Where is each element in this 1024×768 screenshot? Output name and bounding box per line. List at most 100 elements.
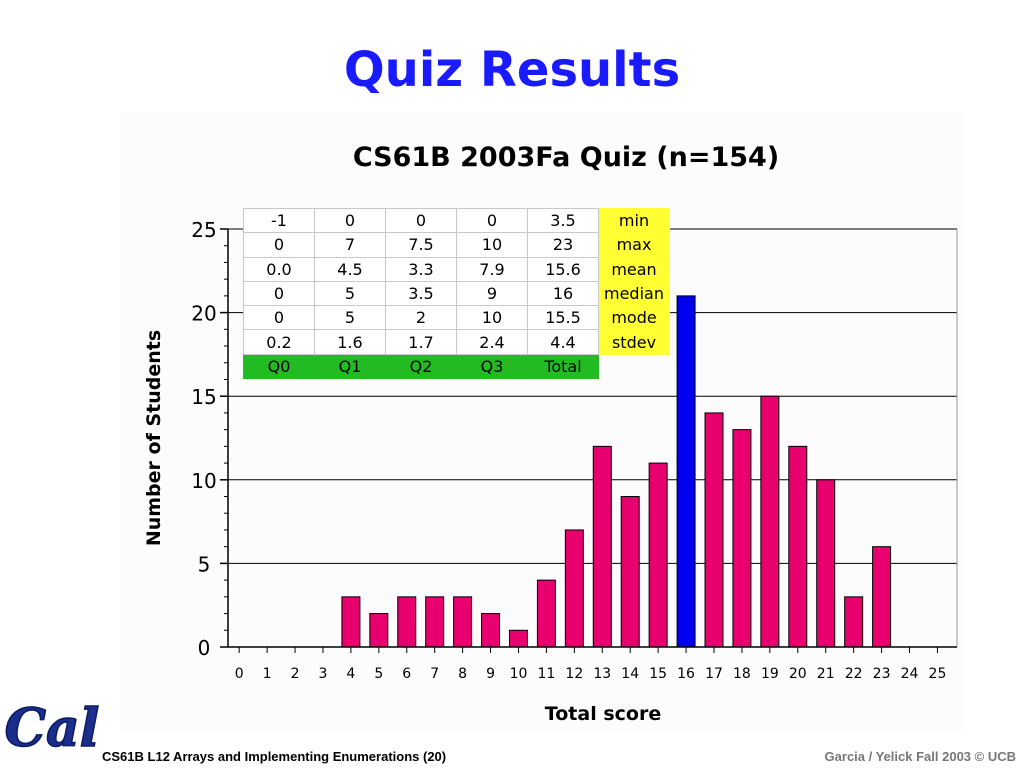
x-tick-label: 4 [346,666,355,682]
stats-cell: 0 [243,305,315,331]
x-tick-label: 12 [565,666,583,682]
stats-cell: 9 [456,280,528,307]
stats-row-label: mode [598,305,670,331]
x-tick-label: 15 [649,666,667,682]
x-tick-label: 20 [789,666,807,682]
stats-row-max: 0 7 7.5 10 23 max [243,232,670,258]
x-tick-label: 13 [593,666,611,682]
stats-row-label: min [598,207,670,234]
y-tick-label: 25 [191,218,216,242]
bar-11 [536,579,556,648]
stats-row-mode: 0 5 2 10 15.5 mode [243,305,670,331]
stats-row-stdev: 0.2 1.6 1.7 2.4 4.4 stdev [243,329,670,355]
bar-8 [453,596,473,648]
stats-cell: 4.4 [527,329,599,355]
chart-title: CS61B 2003Fa Quiz (n=154) [353,142,779,173]
bar-9 [481,613,501,648]
bar-4 [341,596,361,648]
stats-cell: 16 [527,280,599,307]
x-tick-label: 8 [458,666,467,682]
stats-column-header: Q1 [314,353,386,380]
bar-17 [704,412,724,648]
footer-credit: Garcia / Yelick Fall 2003 © UCB [824,749,1016,764]
x-tick-label: 11 [537,666,555,682]
stats-cell: -1 [243,207,315,234]
stats-cell: 3.3 [385,256,457,282]
stats-row-label: median [598,280,670,307]
cal-logo-text: Cal [5,698,100,759]
stats-cell: 3.5 [385,280,457,307]
x-tick-label: 25 [929,666,947,682]
stats-cell: 0 [243,232,315,258]
stats-cell: 0.2 [243,329,315,355]
bar-19 [760,395,780,648]
x-tick-label: 21 [817,666,835,682]
bar-18 [732,429,752,648]
slide-title: Quiz Results [343,42,681,98]
x-tick-label: 19 [761,666,779,682]
stats-column-header: Q3 [456,353,528,380]
x-tick-label: 23 [873,666,891,682]
bar-7 [425,596,445,648]
stats-row-median: 0 5 3.5 9 16 median [243,280,670,307]
bar-21 [816,479,836,648]
stats-column-header: Total [527,353,599,380]
x-tick-label: 5 [374,666,383,682]
y-tick-label: 20 [191,302,216,326]
x-axis-label: Total score [545,703,661,725]
stats-cell: 15.5 [527,305,599,331]
x-tick-label: 6 [402,666,411,682]
bar-20 [788,445,808,648]
stats-cell: 0 [385,207,457,234]
stats-row-label: max [598,232,670,258]
bar-5 [369,613,389,648]
stats-column-header: Q2 [385,353,457,380]
footer-course-info: CS61B L12 Arrays and Implementing Enumer… [102,749,447,764]
stats-cell: 1.6 [314,329,386,355]
stats-cell: 7 [314,232,386,258]
stats-cell: 7.5 [385,232,457,258]
y-axis-label: Number of Students [143,330,165,546]
stats-cell: 3.5 [527,207,599,234]
stats-cell: 10 [456,232,528,258]
x-tick-label: 24 [901,666,919,682]
stats-cell: 2 [385,305,457,331]
x-tick-label: 10 [510,666,528,682]
stats-cell: 0.0 [243,256,315,282]
stats-cell: 2.4 [456,329,528,355]
bar-13 [592,445,612,648]
x-tick-label: 1 [263,666,272,682]
stats-column-header-row: Q0 Q1 Q2 Q3 Total [243,353,670,380]
stats-cell: 1.7 [385,329,457,355]
x-tick-label: 22 [845,666,863,682]
stats-column-header: Q0 [243,353,315,380]
stats-cell: 4.5 [314,256,386,282]
bar-10 [508,629,528,648]
x-tick-label: 7 [430,666,439,682]
x-tick-label: 18 [733,666,751,682]
x-tick-label: 16 [677,666,695,682]
stats-row-label: mean [598,256,670,282]
y-tick-label: 10 [191,469,216,493]
stats-row-min: -1 0 0 0 3.5 min [243,207,670,234]
bar-23 [872,546,892,648]
stats-cell: 0 [314,207,386,234]
x-tick-label: 9 [486,666,495,682]
x-tick-label: 17 [705,666,723,682]
stats-cell: 5 [314,280,386,307]
stats-cell: 7.9 [456,256,528,282]
stats-cell: 5 [314,305,386,331]
bar-14 [620,496,640,648]
stats-table: -1 0 0 0 3.5 min 0 7 7.5 10 23 max 0.0 4… [243,207,670,380]
stats-row-label: stdev [598,329,670,355]
bar-12 [564,529,584,648]
stats-row-mean: 0.0 4.5 3.3 7.9 15.6 mean [243,256,670,282]
stats-cell: 15.6 [527,256,599,282]
bar-15 [648,462,668,648]
y-tick-label: 0 [198,636,211,660]
bar-22 [844,596,864,648]
stats-empty-cell [599,354,670,378]
cal-logo: Cal [4,697,100,760]
